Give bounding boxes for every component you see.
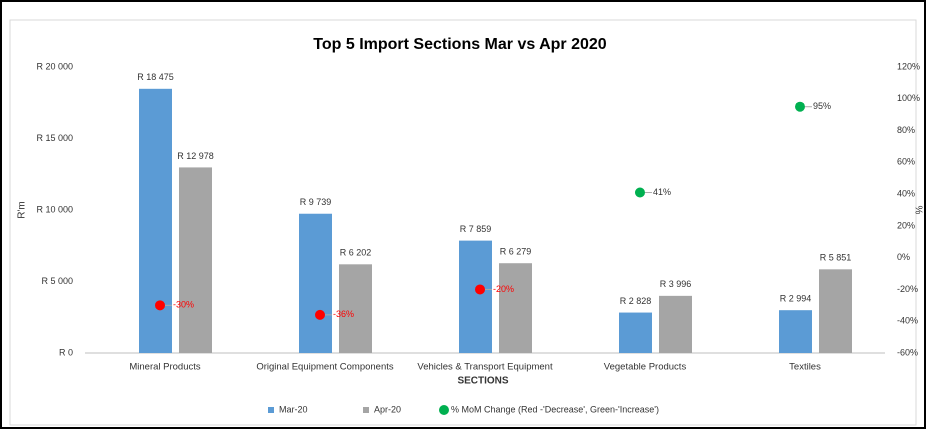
y2-tick-label: 60%	[897, 157, 915, 167]
x-axis-label: SECTIONS	[457, 376, 508, 387]
chart-area	[9, 19, 917, 426]
y2-tick-label: 40%	[897, 188, 915, 198]
bar	[499, 263, 532, 353]
bar-label: R 7 859	[460, 224, 492, 234]
y2-tick-label: 80%	[897, 125, 915, 135]
x-tick-label: Mineral Products	[129, 362, 201, 373]
point	[155, 300, 165, 311]
point	[315, 309, 325, 320]
bar	[339, 264, 372, 353]
bar	[819, 269, 852, 353]
y2-tick-label: -20%	[897, 284, 918, 294]
y2-tick-label: 0%	[897, 252, 910, 262]
x-tick-label: Vegetable Products	[604, 362, 687, 373]
y2-tick-label: 20%	[897, 220, 915, 230]
y-tick-label: R 0	[59, 347, 73, 357]
y2-tick-label: 120%	[897, 61, 920, 71]
bar-label: R 18 475	[137, 72, 174, 82]
point-label: -30%	[173, 300, 194, 310]
x-tick-label: Textiles	[789, 362, 821, 373]
bar	[619, 312, 652, 353]
legend-marker	[363, 407, 369, 413]
point-label: -20%	[493, 284, 514, 294]
bar	[659, 295, 692, 353]
legend-label: % MoM Change (Red -'Decrease', Green-'In…	[451, 404, 659, 414]
legend-label: Mar-20	[279, 404, 308, 414]
y-tick-label: R 5 000	[41, 276, 73, 286]
point	[635, 187, 645, 198]
bar-label: R 6 279	[500, 247, 532, 257]
bar-label: R 3 996	[660, 279, 692, 289]
y-tick-label: R 20 000	[36, 61, 73, 71]
chart-title: Top 5 Import Sections Mar vs Apr 2020	[313, 36, 607, 53]
point-label: 95%	[813, 101, 831, 111]
x-tick-label: Original Equipment Components	[256, 362, 394, 373]
bar-label: R 6 202	[340, 248, 372, 258]
y-axis-label: R'm	[17, 201, 28, 218]
bar-label: R 5 851	[820, 253, 852, 263]
bar	[779, 310, 812, 353]
y-tick-label: R 10 000	[36, 204, 73, 214]
bar-label: R 2 994	[780, 294, 812, 304]
point-label: -36%	[333, 309, 354, 319]
legend-label: Apr-20	[374, 404, 401, 414]
point	[795, 101, 805, 112]
point	[475, 284, 485, 295]
bar-label: R 2 828	[620, 296, 652, 306]
bar	[179, 167, 212, 353]
point-label: 41%	[653, 187, 671, 197]
bar	[459, 240, 492, 353]
bar-label: R 9 739	[300, 197, 332, 207]
y2-tick-label: 100%	[897, 93, 920, 103]
bar-label: R 12 978	[177, 151, 214, 161]
y2-tick-label: -60%	[897, 347, 918, 357]
legend-marker	[439, 405, 449, 415]
bar	[299, 213, 332, 353]
legend-marker	[268, 407, 274, 413]
y2-axis-label: %	[912, 206, 923, 215]
y2-tick-label: -40%	[897, 316, 918, 326]
bar	[139, 88, 172, 354]
y-tick-label: R 15 000	[36, 133, 73, 143]
x-tick-label: Vehicles & Transport Equipment	[417, 362, 553, 373]
